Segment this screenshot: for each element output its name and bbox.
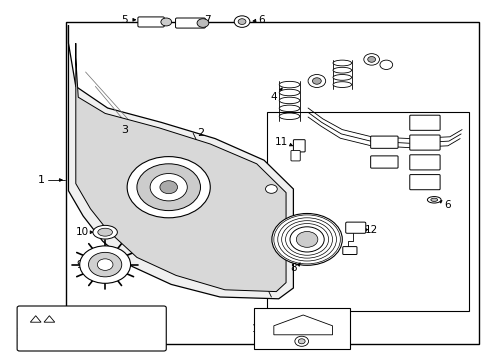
Ellipse shape xyxy=(279,81,299,88)
Circle shape xyxy=(367,57,375,62)
Text: 7: 7 xyxy=(204,15,211,25)
Bar xyxy=(266,112,468,311)
Ellipse shape xyxy=(279,105,299,112)
Ellipse shape xyxy=(332,82,351,87)
FancyBboxPatch shape xyxy=(342,247,356,255)
Text: 8: 8 xyxy=(289,263,296,273)
Circle shape xyxy=(88,252,122,277)
Circle shape xyxy=(161,18,171,26)
Circle shape xyxy=(296,231,317,247)
Circle shape xyxy=(271,213,342,265)
Ellipse shape xyxy=(332,75,351,80)
Text: WARNING/AVERTISSEMENT: WARNING/AVERTISSEMENT xyxy=(60,315,118,319)
FancyBboxPatch shape xyxy=(409,135,439,150)
Ellipse shape xyxy=(93,225,117,239)
Circle shape xyxy=(97,259,113,270)
Text: 5: 5 xyxy=(121,15,128,25)
Circle shape xyxy=(294,336,308,346)
Text: 3: 3 xyxy=(121,125,128,135)
Circle shape xyxy=(363,54,379,65)
Text: 14: 14 xyxy=(16,328,29,338)
Circle shape xyxy=(150,174,187,201)
Text: !: ! xyxy=(48,317,50,322)
Ellipse shape xyxy=(430,198,437,202)
Ellipse shape xyxy=(279,97,299,104)
Circle shape xyxy=(379,60,392,69)
Circle shape xyxy=(298,339,305,344)
Polygon shape xyxy=(68,25,293,299)
FancyBboxPatch shape xyxy=(345,222,365,233)
Ellipse shape xyxy=(98,228,112,236)
Text: 10: 10 xyxy=(76,227,88,237)
FancyBboxPatch shape xyxy=(370,156,397,168)
Ellipse shape xyxy=(279,113,299,120)
Circle shape xyxy=(307,75,325,87)
Text: 12: 12 xyxy=(364,225,378,235)
Polygon shape xyxy=(76,43,285,292)
FancyBboxPatch shape xyxy=(175,18,205,28)
FancyBboxPatch shape xyxy=(17,306,166,351)
Ellipse shape xyxy=(332,67,351,73)
Circle shape xyxy=(197,19,208,27)
FancyBboxPatch shape xyxy=(293,140,305,152)
FancyBboxPatch shape xyxy=(138,17,164,27)
Text: 1: 1 xyxy=(38,175,45,185)
Circle shape xyxy=(238,19,245,24)
FancyBboxPatch shape xyxy=(409,175,439,190)
Circle shape xyxy=(80,246,130,283)
Circle shape xyxy=(312,78,321,84)
Ellipse shape xyxy=(279,89,299,96)
Text: 13: 13 xyxy=(251,324,264,334)
FancyBboxPatch shape xyxy=(290,150,300,161)
Polygon shape xyxy=(30,316,41,322)
FancyBboxPatch shape xyxy=(409,155,439,170)
FancyBboxPatch shape xyxy=(409,115,439,130)
Text: 2: 2 xyxy=(197,128,203,138)
Polygon shape xyxy=(273,315,332,335)
Text: XXXXXX XXXXXXXXX: XXXXXX XXXXXXXXX xyxy=(28,319,73,323)
Circle shape xyxy=(127,157,210,218)
Text: 4: 4 xyxy=(270,92,277,102)
Text: !: ! xyxy=(35,317,37,322)
Bar xyxy=(66,22,478,344)
Ellipse shape xyxy=(332,60,351,66)
Text: 6: 6 xyxy=(443,200,450,210)
Circle shape xyxy=(289,227,324,252)
Text: 11: 11 xyxy=(274,137,287,147)
Ellipse shape xyxy=(427,197,440,203)
Bar xyxy=(254,308,349,349)
Circle shape xyxy=(265,185,277,193)
Circle shape xyxy=(160,181,177,194)
Text: 9: 9 xyxy=(76,260,83,270)
Circle shape xyxy=(234,16,249,27)
Circle shape xyxy=(137,164,200,211)
FancyBboxPatch shape xyxy=(370,136,397,148)
Polygon shape xyxy=(44,316,55,322)
Text: 6: 6 xyxy=(258,15,264,25)
